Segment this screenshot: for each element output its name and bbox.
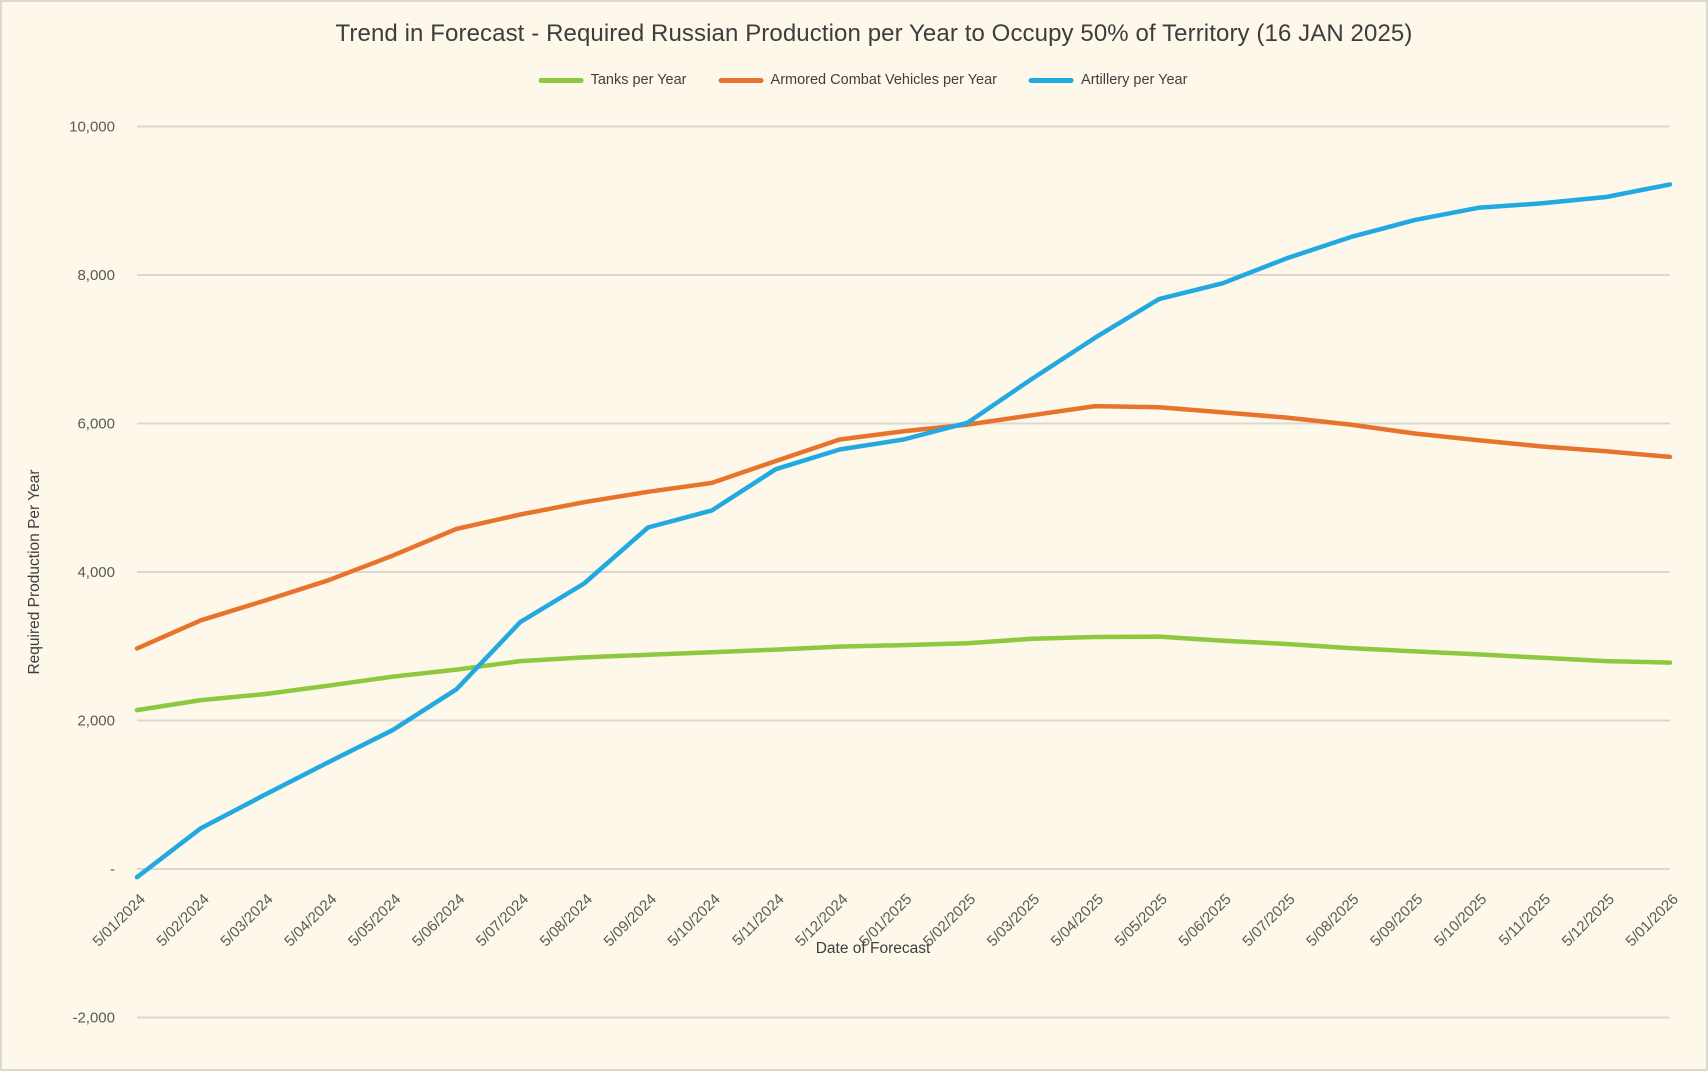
legend-item-tanks-per-year[interactable]: Tanks per Year [538,72,687,88]
y-axis-title: Required Production Per Year [26,469,43,675]
x-tick-label: 5/07/2024 [473,891,532,950]
y-tick-label: 8,000 [77,267,115,284]
x-axis-title: Date of Forecast [815,940,931,957]
x-tick-label: 5/01/2024 [90,891,149,950]
series-line-armored-combat-vehicles-per-year [134,403,1673,651]
x-tick-label: 5/05/2025 [1112,891,1171,950]
x-tick-label: 5/05/2024 [345,891,404,950]
series-line-artillery-per-year [134,182,1673,880]
chart-title: Trend in Forecast - Required Russian Pro… [335,20,1413,47]
x-tick-label: 5/02/2024 [153,891,212,950]
y-tick-label: 6,000 [77,416,115,433]
y-tick-label: - [110,861,115,878]
x-tick-label: 5/03/2024 [217,891,276,950]
series-line-tanks-per-year [134,634,1673,713]
x-tick-label: 5/09/2025 [1367,891,1426,950]
legend-swatch-icon [718,77,764,83]
x-tick-label: 5/04/2025 [1048,891,1107,950]
y-tick-label: 10,000 [69,119,115,136]
legend-swatch-icon [538,77,584,83]
y-tick-label: 2,000 [77,713,115,730]
x-tick-label: 5/08/2025 [1303,891,1362,950]
x-tick-label: 5/04/2024 [281,891,340,950]
legend-label: Artillery per Year [1081,72,1188,88]
legend-label: Armored Combat Vehicles per Year [770,72,998,88]
x-tick-label: 5/09/2024 [601,891,660,950]
x-tick-label: 5/07/2025 [1239,891,1298,950]
legend-swatch-icon [1029,77,1075,83]
y-tick-label: -2,000 [72,1010,115,1027]
legend: Tanks per Year Armored Combat Vehicles pe… [538,72,1187,88]
x-tick-label: 5/10/2025 [1431,891,1490,950]
legend-label: Tanks per Year [590,72,687,88]
x-tick-label: 5/03/2025 [984,891,1043,950]
x-tick-label: 5/06/2024 [409,891,468,950]
legend-item-artillery-per-year[interactable]: Artillery per Year [1029,72,1187,88]
x-tick-label: 5/01/2026 [1623,891,1682,950]
x-tick-label: 5/12/2025 [1559,891,1618,950]
x-tick-label: 5/10/2024 [664,891,723,950]
x-tick-label: 5/06/2025 [1175,891,1234,950]
x-tick-label: 5/11/2025 [1496,891,1554,949]
x-tick-label: 5/11/2024 [729,891,787,949]
y-tick-label: 4,000 [77,564,115,581]
x-tick-label: 5/08/2024 [537,891,596,950]
legend-item-armored-combat-vehicles-per-year[interactable]: Armored Combat Vehicles per Year [718,72,998,88]
